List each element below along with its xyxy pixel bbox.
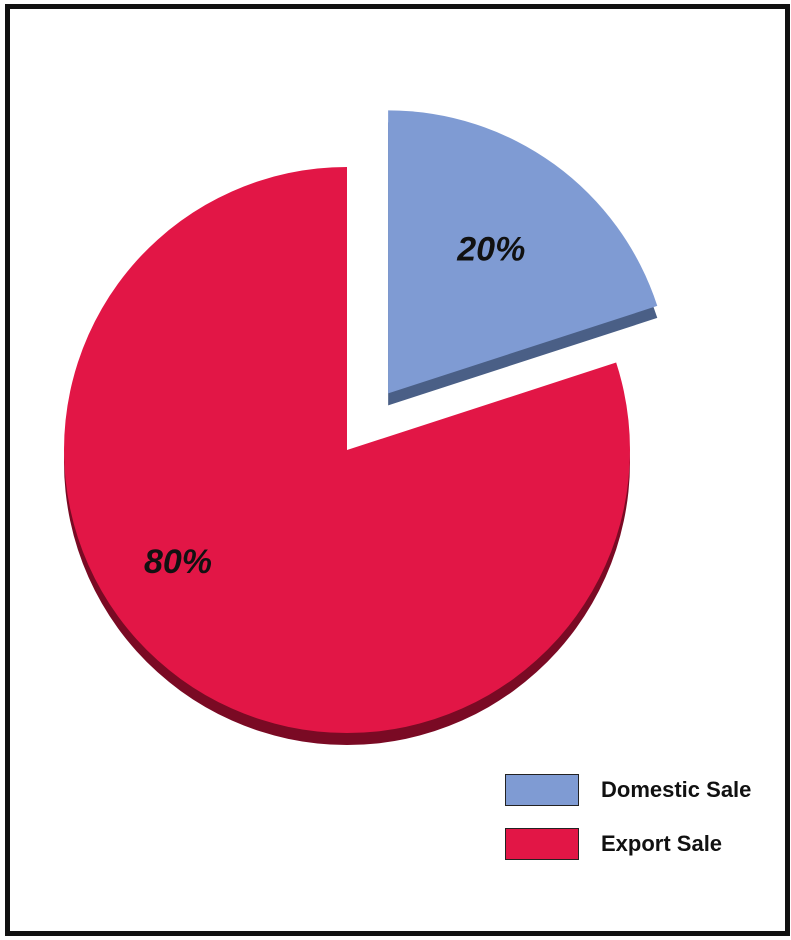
legend-swatch-export-sale [505,828,579,860]
legend-swatch-domestic-sale [505,774,579,806]
pie-slice-export-sale [64,167,631,733]
legend-item-domestic-sale: Domestic Sale [505,770,751,810]
legend-label-export-sale: Export Sale [601,831,723,856]
pie-slice-domestic-sale [388,110,658,394]
data-label-export-sale: 80% [144,543,212,581]
data-label-domestic-sale: 20% [456,230,525,268]
legend: Domestic Sale Export Sale [505,770,751,878]
legend-item-export-sale: Export Sale [505,824,751,864]
legend-label-domestic-sale: Domestic Sale [601,777,752,802]
